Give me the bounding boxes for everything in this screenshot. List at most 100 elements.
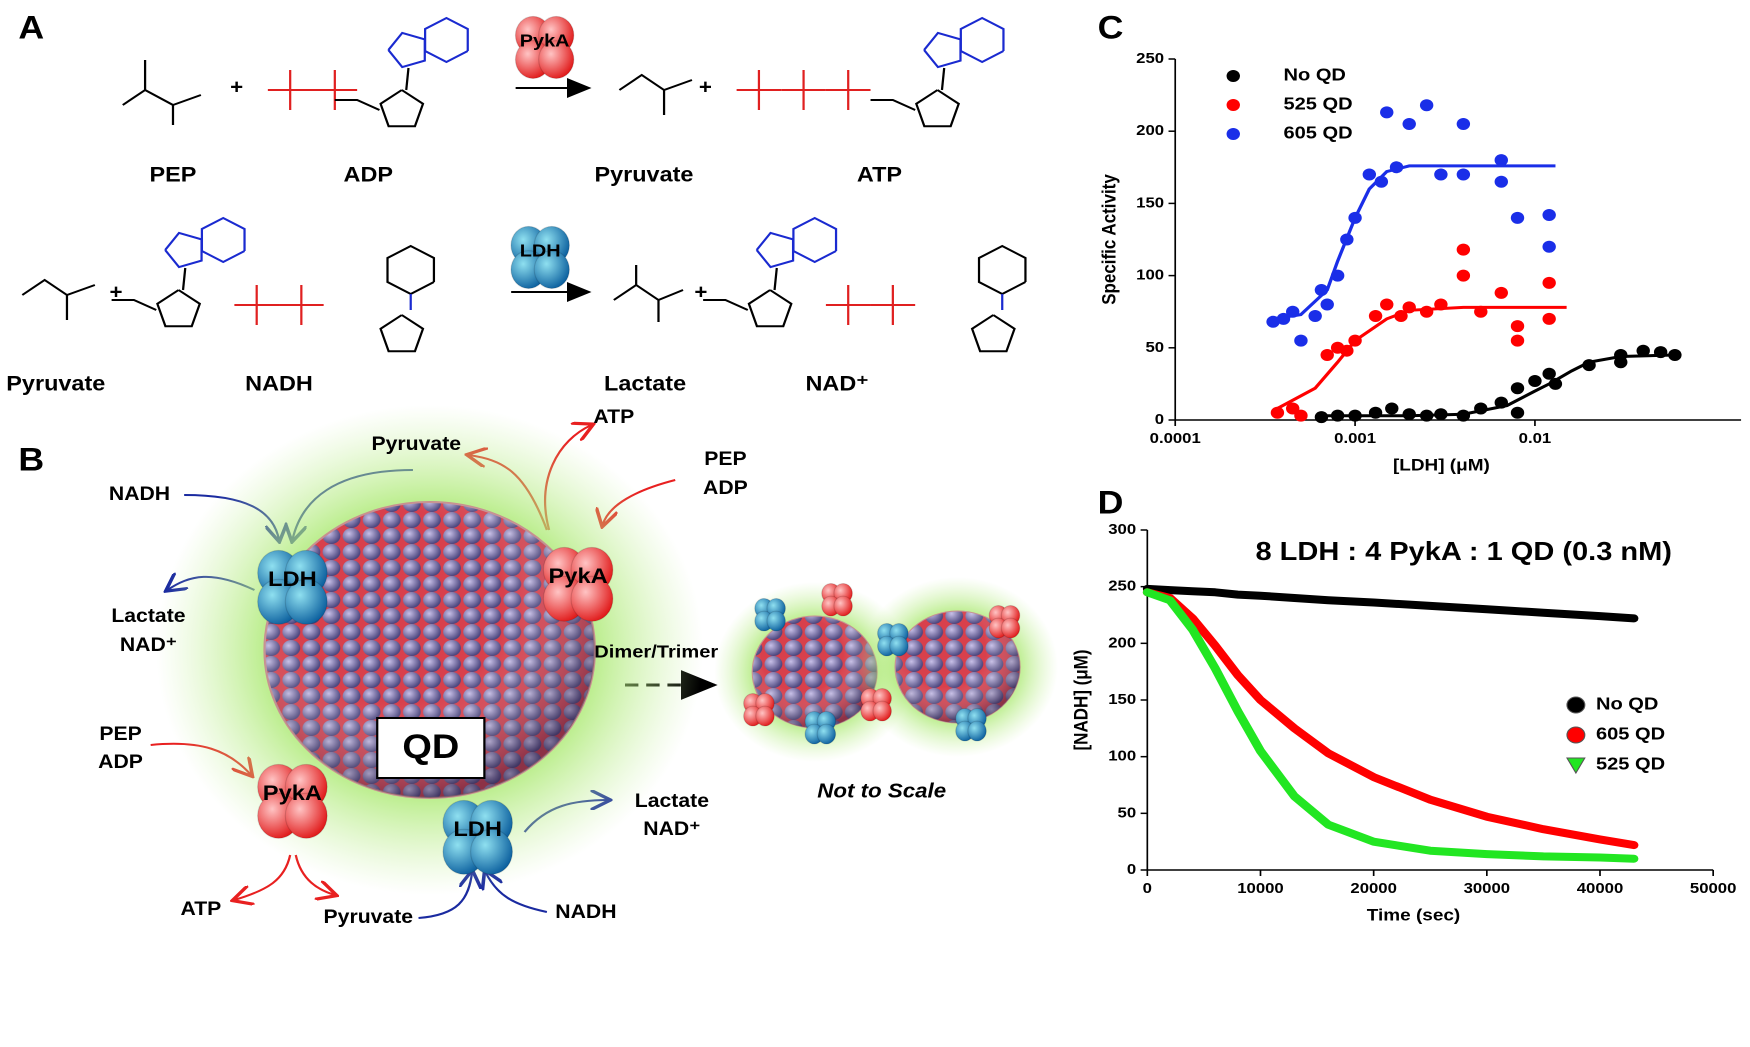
- legend-marker: [1226, 99, 1240, 111]
- label: ADP: [98, 752, 143, 773]
- bond: [970, 314, 1016, 353]
- bond: [914, 89, 961, 128]
- point: [1542, 240, 1556, 253]
- bond: [379, 89, 425, 128]
- plus-sign: +: [699, 76, 712, 98]
- point: [1294, 409, 1308, 422]
- legend-marker: [1566, 726, 1586, 744]
- chart-title: 8 LDH : 4 PykA : 1 QD (0.3 nM): [1255, 536, 1671, 565]
- point: [1582, 359, 1596, 372]
- point: [1348, 334, 1362, 347]
- enzyme: [877, 622, 909, 657]
- point: [1542, 367, 1556, 380]
- bond: [703, 299, 749, 311]
- point: [1510, 334, 1525, 347]
- series-line: [1142, 588, 1639, 850]
- point: [1270, 406, 1285, 419]
- point: [1456, 409, 1471, 422]
- bond: [111, 299, 157, 311]
- label: ATP: [593, 407, 634, 428]
- enzyme: LDH: [257, 549, 328, 625]
- bond: [755, 231, 795, 269]
- point: [1340, 344, 1354, 357]
- subunit: [967, 720, 987, 742]
- bond: [21, 278, 96, 320]
- legend-label: 605 QD: [1283, 124, 1352, 144]
- point: [1434, 408, 1448, 421]
- enzyme-label: LDH: [520, 241, 561, 261]
- point: [1402, 408, 1416, 421]
- point: [1456, 117, 1471, 130]
- fit-curve: [1272, 164, 1556, 321]
- legend-label: No QD: [1283, 66, 1345, 86]
- subunit: [538, 40, 575, 79]
- x-tick-label: 0.0001: [1150, 431, 1201, 447]
- point: [1494, 286, 1508, 299]
- legend-label: 525 QD: [1283, 95, 1352, 115]
- point: [1474, 305, 1488, 318]
- legend-marker: [1566, 757, 1586, 775]
- y-tick-label: 0: [1155, 412, 1164, 428]
- bond: [164, 231, 203, 269]
- panel-label: B: [18, 442, 44, 478]
- label: ATP: [857, 163, 902, 187]
- bond: [747, 289, 793, 328]
- point: [1510, 406, 1525, 419]
- enzyme-label: PykA: [263, 781, 322, 805]
- enzyme: LDH: [442, 799, 513, 875]
- plus-sign: +: [110, 281, 123, 303]
- label: PEP: [99, 724, 141, 745]
- bond: [156, 289, 202, 328]
- x-tick-label: 0.01: [1519, 431, 1552, 447]
- y-axis-label: [NADH] (μM): [1071, 650, 1092, 751]
- point: [1494, 175, 1508, 188]
- x-tick-label: 50000: [1690, 881, 1737, 897]
- point: [1348, 211, 1362, 224]
- bond: [387, 31, 426, 69]
- legend-marker: [1226, 70, 1240, 82]
- point: [1668, 349, 1682, 362]
- point: [1380, 106, 1394, 119]
- legend-marker: [1226, 128, 1240, 140]
- shade: [264, 502, 595, 798]
- point: [1614, 356, 1628, 369]
- legend-label: No QD: [1596, 695, 1658, 715]
- label: Not to Scale: [817, 780, 946, 802]
- x-tick-label: 40000: [1577, 881, 1624, 897]
- enzyme-label: PykA: [520, 31, 570, 51]
- point: [1434, 298, 1448, 311]
- y-tick-label: 200: [1108, 635, 1136, 651]
- bond: [423, 16, 469, 64]
- label: QD: [402, 727, 459, 766]
- subunit: [766, 610, 786, 632]
- enzyme: LDH: [510, 225, 570, 289]
- point: [1542, 276, 1556, 289]
- bond: [923, 31, 962, 69]
- label: Pyruvate: [6, 372, 105, 396]
- panel-label: D: [1098, 485, 1124, 521]
- label: NADH: [109, 484, 170, 505]
- point: [1320, 298, 1334, 311]
- bond: [334, 99, 380, 111]
- bond: [870, 99, 916, 111]
- point: [1494, 396, 1508, 409]
- y-tick-label: 100: [1136, 267, 1164, 283]
- bond: [379, 314, 425, 353]
- subunit: [872, 700, 892, 722]
- bond: [386, 244, 436, 296]
- label: ATP: [180, 899, 221, 920]
- label: PEP: [150, 163, 197, 187]
- y-tick-label: 50: [1118, 805, 1137, 821]
- point: [1456, 243, 1471, 256]
- label: Lactate: [111, 606, 185, 627]
- x-axis-label: [LDH] (μM): [1393, 455, 1490, 474]
- subunit: [470, 828, 513, 875]
- point: [1510, 382, 1525, 395]
- core-box: [376, 717, 486, 779]
- legend-label: 605 QD: [1596, 725, 1665, 745]
- y-tick-label: 150: [1136, 195, 1164, 211]
- plus-sign: +: [230, 76, 243, 98]
- enzyme: [955, 707, 987, 742]
- enzyme: PykA: [514, 15, 575, 79]
- enzyme-label: LDH: [268, 567, 317, 591]
